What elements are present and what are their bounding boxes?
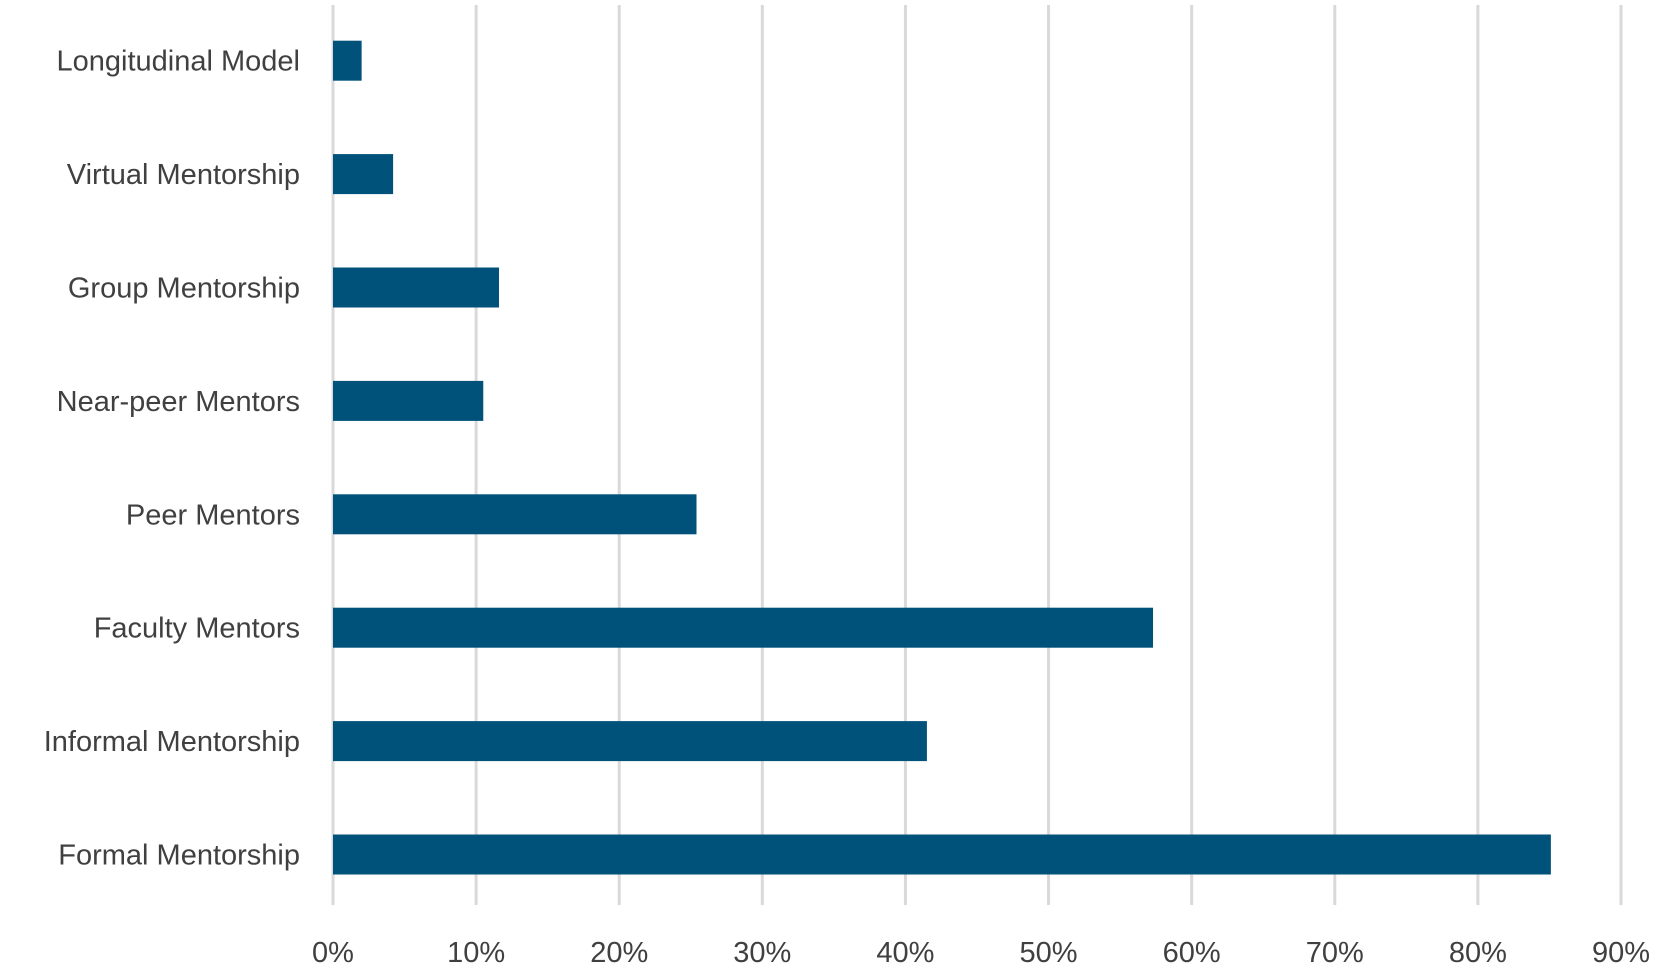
x-tick-label: 10%: [447, 937, 505, 969]
category-label: Near-peer Mentors: [57, 386, 300, 418]
x-tick-label: 40%: [876, 937, 934, 969]
category-label: Formal Mentorship: [58, 840, 300, 872]
category-label: Informal Mentorship: [44, 726, 300, 758]
x-tick-label: 90%: [1592, 937, 1650, 969]
category-label: Group Mentorship: [68, 273, 300, 305]
x-tick-labels: 0% 10% 20% 30% 40% 50% 60% 70% 80% 90%: [312, 937, 1650, 969]
category-label: Peer Mentors: [126, 499, 300, 531]
x-tick-label: 50%: [1020, 937, 1078, 969]
category-label: Faculty Mentors: [94, 613, 300, 645]
bar: [333, 154, 394, 195]
x-tick-label: 60%: [1163, 937, 1221, 969]
category-label: Longitudinal Model: [57, 46, 300, 78]
x-tick-label: 70%: [1306, 937, 1364, 969]
bar: [333, 494, 697, 535]
category-label: Virtual Mentorship: [67, 159, 300, 191]
category-labels: Longitudinal Model Virtual Mentorship Grou…: [44, 46, 300, 872]
bar: [333, 721, 927, 762]
bar: [333, 607, 1154, 648]
bar: [333, 380, 484, 421]
bar: [333, 834, 1551, 875]
x-tick-label: 0%: [312, 937, 354, 969]
x-tick-label: 80%: [1449, 937, 1507, 969]
bar: [333, 40, 362, 81]
bar: [333, 267, 500, 308]
x-tick-label: 30%: [733, 937, 791, 969]
bars: [333, 40, 1551, 875]
x-tick-label: 20%: [590, 937, 648, 969]
gridlines: [331, 5, 1623, 905]
